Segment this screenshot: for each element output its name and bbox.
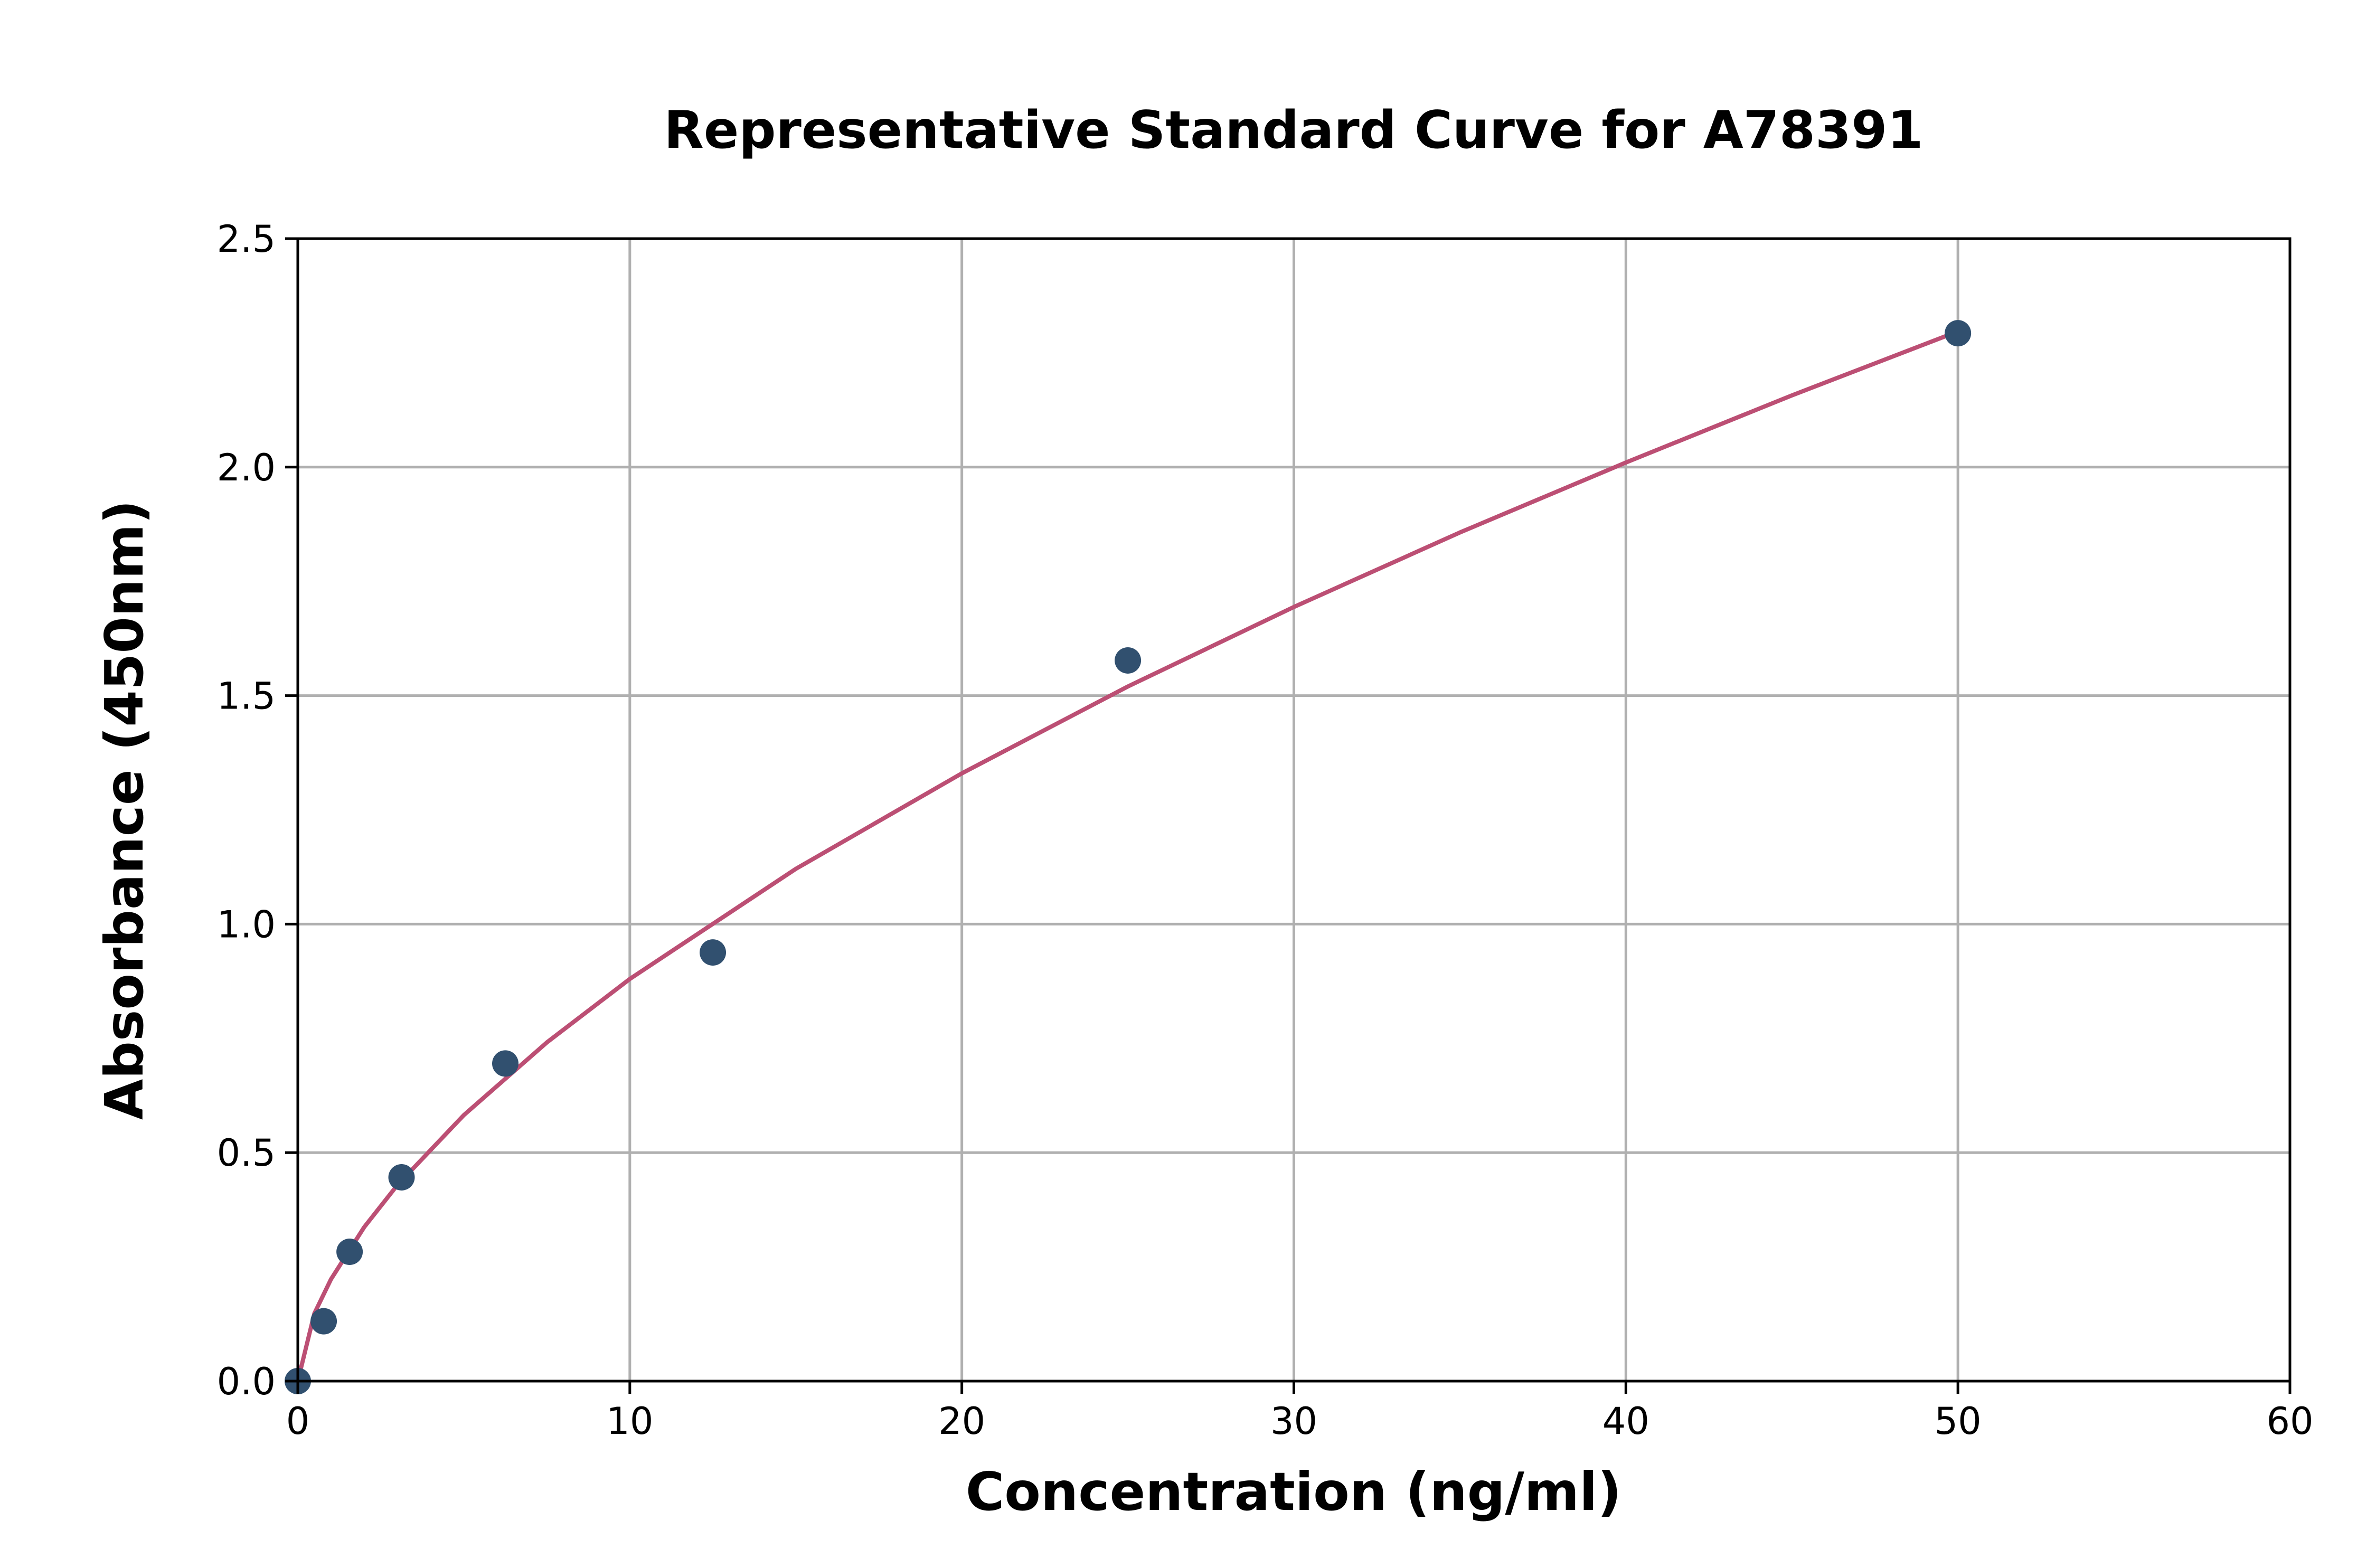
data-point [388, 1164, 415, 1191]
data-point [1115, 647, 1142, 674]
y-tick-label: 2.0 [217, 446, 276, 489]
y-axis-label: Absorbance (450nm) [93, 500, 155, 1120]
x-tick-label: 0 [286, 1400, 310, 1443]
y-tick-label: 1.0 [217, 903, 276, 946]
fit-curve-line [296, 329, 1959, 1382]
axis-ticks: 0 10 20 30 40 50 60 0.0 0.5 1.0 1.5 2.0 2.5 [217, 218, 2314, 1443]
y-tick-label: 0.5 [217, 1131, 276, 1175]
y-tick-label: 0.0 [217, 1360, 276, 1403]
x-axis-label: Concentration (ng/ml) [966, 1461, 1621, 1523]
data-points-layer [285, 320, 1972, 1394]
x-tick-label: 50 [1935, 1400, 1982, 1443]
x-tick-label: 60 [2266, 1400, 2313, 1443]
data-point [700, 939, 727, 966]
chart-title: Representative Standard Curve for A78391 [664, 100, 1923, 160]
x-tick-label: 20 [938, 1400, 985, 1443]
y-tick-label: 1.5 [217, 675, 276, 718]
data-point [1945, 320, 1972, 347]
x-tick-label: 10 [606, 1400, 653, 1443]
y-tick-label: 2.5 [217, 218, 276, 261]
fit-curve-layer [296, 329, 1959, 1382]
data-point [310, 1308, 337, 1335]
x-tick-label: 40 [1602, 1400, 1649, 1443]
grid-lines [296, 237, 2292, 1383]
data-point [492, 1050, 519, 1077]
data-point [336, 1239, 363, 1265]
x-tick-label: 30 [1270, 1400, 1317, 1443]
